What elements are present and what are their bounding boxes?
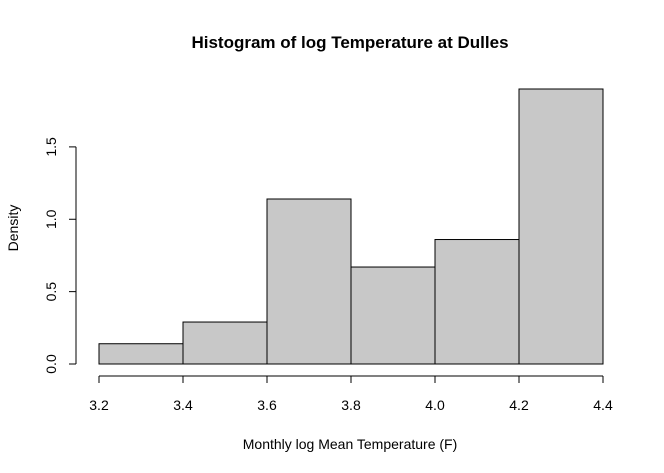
- chart-title: Histogram of log Temperature at Dulles: [191, 33, 508, 52]
- x-tick-label: 3.2: [89, 397, 109, 413]
- y-tick-label: 0.5: [43, 282, 59, 302]
- x-tick-label: 3.4: [173, 397, 193, 413]
- histogram-bar-1: [182, 321, 268, 365]
- x-tick-label: 4.0: [425, 397, 445, 413]
- x-tick-label: 3.8: [341, 397, 361, 413]
- y-axis-label: Density: [5, 205, 21, 252]
- y-tick-label: 0.0: [43, 354, 59, 374]
- y-tick-label: 1.5: [43, 137, 59, 157]
- x-tick-label: 4.4: [593, 397, 613, 413]
- bars-group: [98, 88, 604, 365]
- x-axis-label: Monthly log Mean Temperature (F): [243, 436, 458, 452]
- histogram-bar-5: [518, 88, 604, 365]
- x-tick-label: 3.6: [257, 397, 277, 413]
- histogram-bar-2: [266, 198, 352, 365]
- histogram-bar-3: [350, 266, 436, 365]
- histogram-bar-0: [98, 343, 184, 365]
- x-axis: 3.2 3.4 3.6 3.8 4.0 4.2 4.4: [89, 375, 613, 413]
- histogram-bar-4: [434, 239, 520, 365]
- y-tick-label: 1.0: [43, 209, 59, 229]
- y-axis: 0.0 0.5 1.0 1.5: [43, 137, 77, 374]
- x-tick-label: 4.2: [509, 397, 529, 413]
